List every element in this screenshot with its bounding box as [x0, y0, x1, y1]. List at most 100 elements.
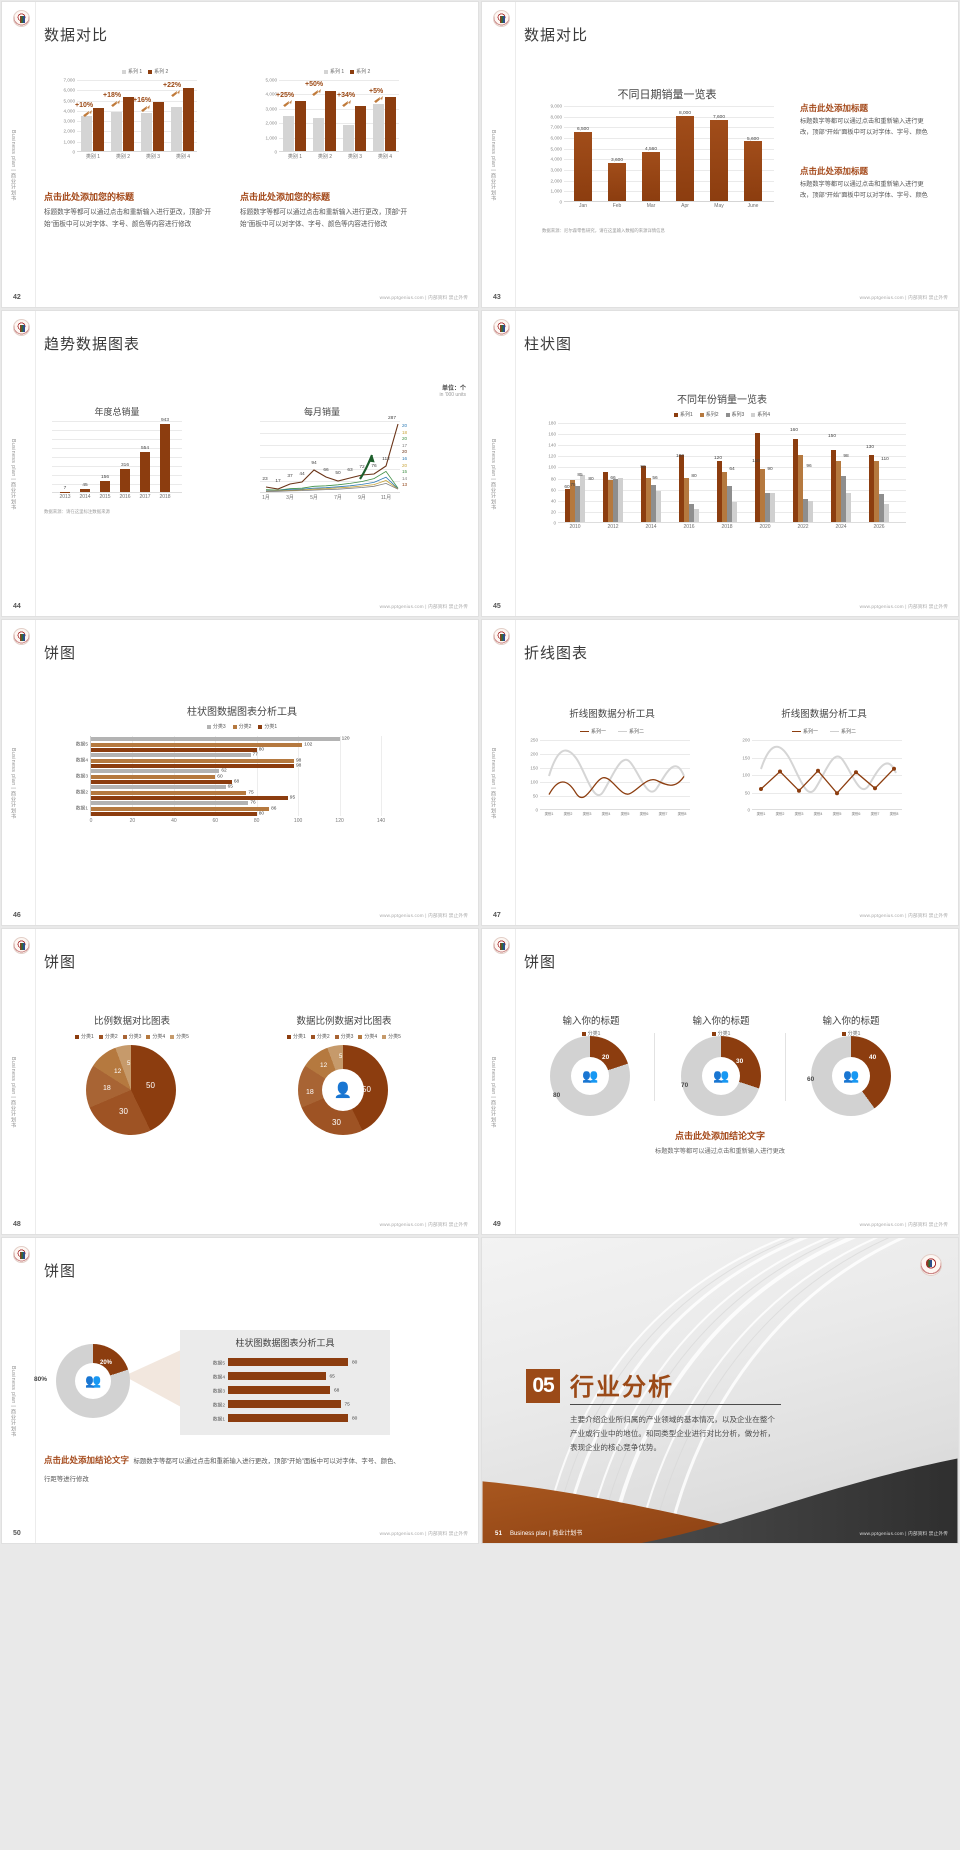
slide-left-rule — [35, 2, 36, 307]
x-label: Mar — [646, 203, 656, 209]
bar — [679, 455, 684, 522]
arrow-icon — [312, 89, 321, 96]
bar — [717, 460, 722, 522]
slide-44[interactable]: Business plan | 商业计划书 趋势数据图表 单位：个 in '00… — [1, 310, 479, 617]
panel-50: 柱状图数据图表分析工具 数据5 80 数据4 65 数据3 68 数据2 75 … — [180, 1330, 390, 1435]
slide-46[interactable]: Business plan | 商业计划书 饼图 柱状图数据图表分析工具 分类3… — [1, 619, 479, 926]
data-label: 45 — [82, 483, 88, 488]
footer-credit: www.pptgenius.com | 内部资料 禁止外传 — [379, 295, 468, 300]
bar — [565, 488, 570, 522]
page-number: 50 — [13, 1530, 21, 1537]
legend-item: 系列 1 — [330, 69, 345, 75]
slide-47[interactable]: Business plan | 商业计划书 折线图表 折线图数据分析工具 系列一… — [481, 619, 959, 926]
legend-left: 系列 1 系列 2 — [122, 68, 168, 75]
university-crest-icon — [920, 1254, 942, 1276]
bar — [91, 758, 294, 763]
page-number: 45 — [493, 603, 501, 610]
side-label: Business plan | 商业计划书 — [10, 439, 16, 510]
footer-credit: www.pptgenius.com | 内部资料 禁止外传 — [859, 913, 948, 918]
donut-block-2: 输入你的标题 分类1 — [662, 1013, 780, 1037]
arrow-icon — [374, 96, 383, 103]
page-number: 49 — [493, 1221, 501, 1228]
donut-block-3: 输入你的标题 分类1 — [792, 1013, 910, 1037]
bar — [755, 433, 760, 522]
legend-item: 分类3 — [128, 1034, 142, 1040]
slide-49[interactable]: Business plan | 商业计划书 饼图 输入你的标题 分类1 👥 20… — [481, 928, 959, 1235]
point-label: 50 — [335, 471, 341, 476]
bar — [295, 101, 306, 151]
page-number: 46 — [13, 912, 21, 919]
bar — [846, 493, 851, 522]
university-crest-icon — [493, 10, 510, 27]
value-label: 20 — [602, 1054, 610, 1061]
bar — [228, 1358, 348, 1366]
data-label: 156 — [100, 475, 110, 480]
bar — [91, 796, 288, 800]
point-label: 44 — [299, 472, 305, 477]
slide-51[interactable]: 05 行业分析 主要介绍企业所归属的产业领域的基本情况，以及企业在整个产业或行业… — [481, 1237, 959, 1544]
slice-value: 30 — [119, 1107, 128, 1116]
text-block-1: 点击此处添加标题 标题数字等都可以通过点击和重新输入进行更改，顶部“开始”面板中… — [800, 102, 930, 139]
data-label: 96 — [806, 464, 812, 469]
data-label: 943 — [160, 418, 170, 423]
legend-item: 系列 2 — [356, 69, 371, 75]
data-label: 120 — [341, 736, 350, 742]
point-label: 287 — [387, 416, 397, 421]
y-tick: 0 — [559, 199, 562, 205]
data-label: 110 — [752, 459, 760, 464]
page-number: 47 — [493, 912, 501, 919]
bar — [841, 476, 846, 522]
donut-legend: 分类1 — [532, 1030, 650, 1037]
y-tick: 6,000 — [63, 87, 76, 93]
data-label: 80 — [258, 747, 265, 753]
page-number: 48 — [13, 1221, 21, 1228]
legend-item: 分类1 — [587, 1031, 601, 1037]
page-title: 饼图 — [44, 954, 77, 971]
footer-credit: www.pptgenius.com | 内部资料 禁止外传 — [859, 295, 948, 300]
bar — [574, 131, 592, 201]
block-heading: 点击此处添加您的标题 — [240, 192, 331, 202]
bar — [613, 478, 618, 522]
page-number: 42 — [13, 294, 21, 301]
y-tick: 150 — [742, 755, 750, 760]
bar — [884, 504, 889, 522]
footer-label: Business plan | 商业计划书 — [509, 1531, 583, 1537]
y-tick: 2,000 — [63, 128, 76, 134]
slide-45[interactable]: Business plan | 商业计划书 柱状图 不同年份销量一览表 系列1 … — [481, 310, 959, 617]
slice-value: 30 — [332, 1118, 341, 1127]
slide-50[interactable]: Business plan | 商业计划书 饼图 👥 20% 80% 柱状图数据… — [1, 1237, 479, 1544]
x-label: 2013 — [59, 494, 71, 500]
bar — [744, 141, 762, 201]
unit-en: in '000 units — [439, 392, 466, 398]
rest-label: 60 — [807, 1076, 815, 1083]
slide-43[interactable]: Business plan | 商业计划书 数据对比 不同日期销量一览表 9,0… — [481, 1, 959, 308]
bar — [803, 498, 808, 522]
chart-47-b: 200 150 100 50 0 类别1 类别2 类别3 类别4 类别5 类别6… — [742, 738, 902, 816]
chart-45: 180 160 140 120 100 80 60 40 20 0 — [548, 421, 906, 530]
slide-42[interactable]: Business plan | 商业计划书 数据对比 系列 1 系列 2 7,0… — [1, 1, 479, 308]
legend-item: 系列 2 — [154, 69, 169, 75]
university-crest-icon — [13, 628, 30, 645]
x-tick: 100 — [293, 818, 303, 824]
slice-value: 18 — [306, 1089, 314, 1096]
x-label: 2024 — [835, 524, 847, 530]
bar — [765, 493, 770, 522]
chart-title-a: 折线图数据分析工具 — [569, 709, 655, 720]
data-label: 62 — [221, 768, 227, 774]
slide-48[interactable]: Business plan | 商业计划书 饼图 比例数据对比图表 分类1 分类… — [1, 928, 479, 1235]
slice-value: 50 — [362, 1085, 371, 1094]
donut-title: 输入你的标题 — [692, 1016, 750, 1027]
legend-item: 分类4 — [152, 1034, 166, 1040]
line-series-svg — [548, 749, 685, 798]
separator — [654, 1033, 655, 1101]
legend-item: 系列4 — [757, 412, 771, 418]
x-label: 1月 — [262, 495, 270, 501]
x-label: 类别 2 — [115, 154, 131, 160]
bar — [651, 485, 656, 522]
university-crest-icon — [493, 628, 510, 645]
x-label: 类别7 — [870, 812, 880, 816]
axis-value: 15 — [402, 469, 408, 475]
page-number: 43 — [493, 294, 501, 301]
x-label: 类别1 — [544, 812, 554, 816]
data-label: 60 — [564, 485, 570, 490]
